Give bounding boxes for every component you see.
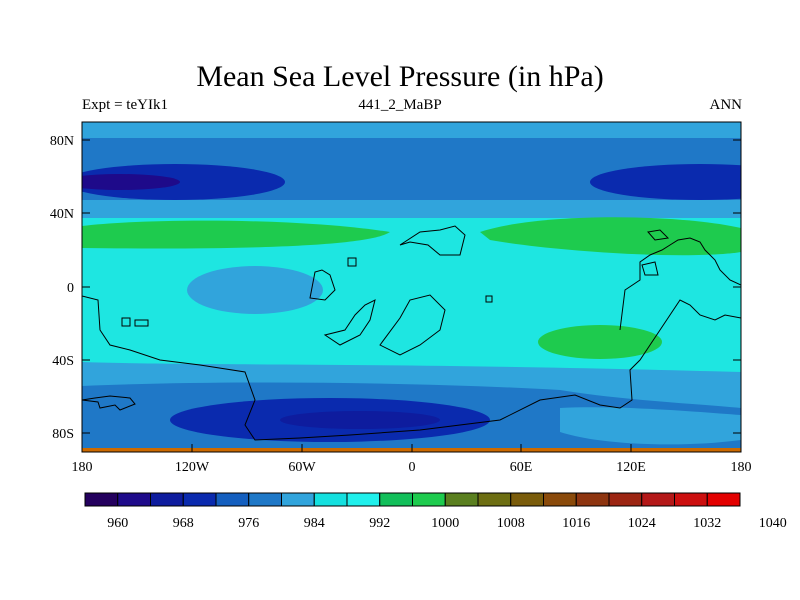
nh-deep-low-west — [82, 164, 285, 200]
nh-subtropical-high-west — [82, 220, 390, 249]
lat-label: 0 — [67, 281, 74, 296]
islands-west — [323, 299, 376, 346]
colorbar-labels: 960 968 976 984 992 1000 1008 1016 1024 1032 1040 — [107, 516, 787, 531]
colorbar-label: 1016 — [562, 516, 590, 531]
lon-ticks — [191, 444, 632, 452]
colorbar-box — [150, 492, 184, 507]
colorbar-box — [412, 492, 446, 507]
colorbar-label: 992 — [369, 516, 390, 531]
lat-label: 40S — [52, 354, 74, 369]
lon-label: 60W — [288, 460, 316, 475]
lat-labels: 80N 40N 0 40S 80S — [50, 134, 74, 442]
colorbar-box — [543, 492, 577, 507]
southern-coastline — [82, 295, 741, 441]
colorbar-label: 976 — [238, 516, 259, 531]
coastlines — [82, 225, 741, 441]
colorbar-box — [641, 492, 675, 507]
lon-label: 180 — [72, 460, 93, 475]
colorbar-box — [674, 492, 708, 507]
equatorial-low — [187, 266, 323, 314]
colorbar-label: 1040 — [759, 516, 787, 531]
lat-label: 80S — [52, 427, 74, 442]
southern-ocean-low-core — [280, 411, 440, 429]
small-island-west — [121, 317, 131, 327]
colorbar-box — [477, 492, 512, 507]
sh-subtropical-high — [538, 325, 662, 359]
eastern-coastline — [619, 237, 741, 331]
colorbar-box — [608, 492, 643, 507]
age-label: 441_2_MaBP — [358, 97, 442, 113]
arctic-band — [82, 122, 741, 138]
colorbar — [84, 492, 741, 507]
colorbar-box — [215, 492, 250, 507]
colorbar-box — [444, 492, 479, 507]
nh-midlat-edge-band — [82, 200, 741, 218]
small-island-east-2 — [641, 261, 659, 276]
lat-label: 40N — [50, 207, 74, 222]
lon-label: 0 — [409, 460, 416, 475]
map-title: Mean Sea Level Pressure (in hPa) — [196, 60, 604, 93]
lat-label: 80N — [50, 134, 74, 149]
colorbar-box — [313, 492, 348, 507]
colorbar-label: 1032 — [693, 516, 721, 531]
colorbar-box — [84, 492, 119, 507]
antarctic-rise — [560, 407, 741, 445]
colorbar-label: 1000 — [431, 516, 459, 531]
lon-label: 180 — [731, 460, 752, 475]
nh-deep-low-east — [590, 164, 741, 200]
colorbar-box — [575, 492, 610, 507]
pressure-field — [82, 122, 741, 452]
small-island-center — [485, 295, 493, 303]
lon-label: 60E — [510, 460, 533, 475]
small-island-mid — [347, 257, 357, 267]
equatorial-island — [309, 269, 336, 301]
southern-island-west — [82, 395, 136, 411]
small-island-east — [647, 229, 670, 241]
colorbar-label: 984 — [304, 516, 325, 531]
islands-center — [379, 294, 446, 356]
colorbar-label: 960 — [107, 516, 128, 531]
experiment-label: Expt = teYIk1 — [82, 97, 168, 113]
lon-label: 120W — [175, 460, 210, 475]
colorbar-box — [117, 492, 151, 507]
lat-ticks — [82, 139, 741, 434]
colorbar-box — [706, 492, 741, 507]
colorbar-label: 1008 — [497, 516, 525, 531]
small-island-west-2 — [134, 319, 149, 327]
lon-labels: 180 120W 60W 0 60E 120E 180 — [72, 460, 752, 475]
colorbar-label: 968 — [173, 516, 194, 531]
season-label: ANN — [709, 97, 743, 113]
colorbar-box — [248, 492, 282, 507]
colorbar-box — [281, 492, 315, 507]
colorbar-box — [510, 492, 544, 507]
colorbar-box — [346, 492, 381, 507]
lon-label: 120E — [616, 460, 646, 475]
nh-deep-low-core — [82, 174, 180, 190]
colorbar-box — [379, 492, 413, 507]
colorbar-label: 1024 — [628, 516, 656, 531]
colorbar-box — [182, 492, 217, 507]
nh-subtropical-high-east — [480, 217, 741, 256]
northern-island — [399, 225, 466, 256]
